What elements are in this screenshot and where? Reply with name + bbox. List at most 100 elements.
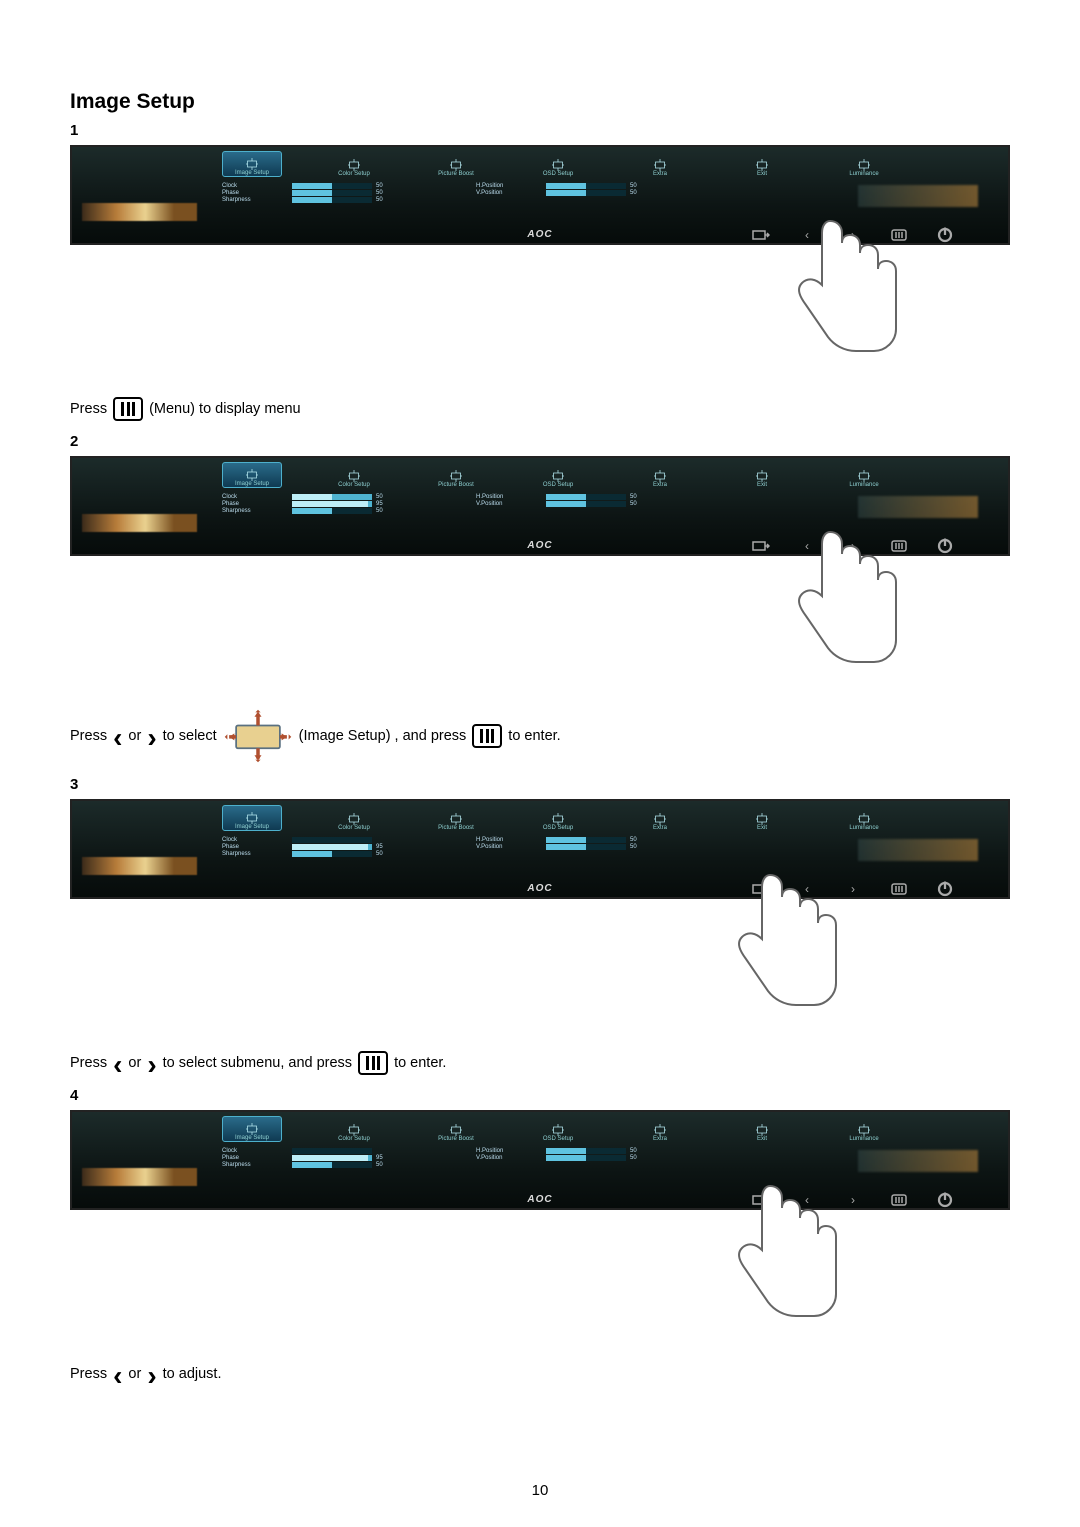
- osd-photo-reflection: [858, 839, 978, 861]
- osd-param-value: 50: [372, 197, 386, 203]
- osd-param-value: 50: [372, 190, 386, 196]
- osd-tab-label: Exit: [757, 825, 767, 831]
- tab-icon: [856, 1124, 872, 1136]
- menu-icon: [358, 1051, 388, 1075]
- caption-text: or: [128, 722, 141, 750]
- osd-tab-label: OSD Setup: [543, 482, 573, 488]
- tab-icon: [652, 159, 668, 171]
- osd-param-value: 50: [372, 494, 386, 500]
- osd-param-value: 50: [372, 183, 386, 189]
- osd-slider: [292, 1148, 372, 1154]
- osd-tab-label: Extra: [653, 171, 667, 177]
- osd-param-label: Phase: [222, 501, 292, 507]
- hand-pointer-illustration: [750, 215, 910, 365]
- osd-param-value: 50: [626, 494, 640, 500]
- osd-param-label: V.Position: [476, 501, 546, 507]
- tab-icon: [856, 470, 872, 482]
- osd-figure: Image SetupColor SetupPicture BoostOSD S…: [70, 799, 1010, 1039]
- step: 4 Image Setup Color Setup Picture Boost OSD …: [70, 1087, 1010, 1388]
- tab-icon: [448, 813, 464, 825]
- tab-icon: [550, 1124, 566, 1136]
- tab-icon: [346, 813, 362, 825]
- menu-icon: [890, 883, 908, 895]
- osd-tab: Picture Boost: [426, 805, 486, 831]
- osd-param-label: Sharpness: [222, 508, 292, 514]
- osd-tab-label: Picture Boost: [438, 482, 474, 488]
- step: 3Image SetupColor SetupPicture BoostOSD …: [70, 776, 1010, 1077]
- power-icon: [936, 540, 954, 552]
- osd-tab: Image Setup: [222, 1116, 282, 1142]
- caption-text: to enter.: [508, 722, 560, 750]
- tab-icon: [448, 1124, 464, 1136]
- power-icon: [936, 883, 954, 895]
- osd-tab-label: Color Setup: [338, 825, 370, 831]
- osd-param-value: 50: [626, 1155, 640, 1161]
- osd-tab-label: Image Setup: [235, 1135, 269, 1141]
- tab-icon: [652, 1124, 668, 1136]
- step-caption: Press (Menu) to display menu: [70, 395, 1010, 423]
- osd-tab: Extra: [630, 1116, 690, 1142]
- osd-figure: Image SetupColor SetupPicture BoostOSD S…: [70, 145, 1010, 385]
- osd-tab: Exit: [732, 805, 792, 831]
- osd-slider: [546, 844, 626, 850]
- tab-icon: [244, 469, 260, 481]
- osd-tab: Extra: [630, 462, 690, 488]
- osd-tab-label: Picture Boost: [438, 171, 474, 177]
- hand-pointer-illustration: [690, 869, 850, 1019]
- osd-param-label: Phase: [222, 844, 292, 850]
- osd-slider: [546, 1155, 626, 1161]
- osd-param-value: 50: [372, 508, 386, 514]
- osd-tab-label: Luminance: [849, 482, 878, 488]
- caption-text: to enter.: [394, 1049, 446, 1077]
- osd-tab: Picture Boost: [426, 1116, 486, 1142]
- tab-icon: [550, 813, 566, 825]
- osd-tab-label: OSD Setup: [543, 1136, 573, 1142]
- tab-icon: [754, 813, 770, 825]
- osd-param-value: 50: [626, 837, 640, 843]
- hand-pointer-illustration: [750, 526, 910, 676]
- osd-param-label: Phase: [222, 1155, 292, 1161]
- osd-tab: Luminance: [834, 805, 894, 831]
- osd-param-label: V.Position: [476, 844, 546, 850]
- osd-tab-label: Color Setup: [338, 1136, 370, 1142]
- menu-icon: [472, 724, 502, 748]
- osd-slider: [292, 844, 372, 850]
- power-icon: [936, 1194, 954, 1206]
- chevron-left-icon: ‹: [113, 724, 122, 752]
- caption-text: to select submenu, and press: [163, 1049, 352, 1077]
- osd-tab: Image Setup: [222, 805, 282, 831]
- osd-tab-label: Luminance: [849, 825, 878, 831]
- chevron-left-icon: ‹: [113, 1051, 122, 1079]
- chevron-right-icon: ›: [147, 1362, 156, 1390]
- caption-text: to select: [163, 722, 217, 750]
- osd-tab-label: Color Setup: [338, 171, 370, 177]
- osd-param-value: 50: [372, 1162, 386, 1168]
- osd-photo-reflection: [82, 1168, 197, 1186]
- tab-icon: [244, 1123, 260, 1135]
- osd-tab: OSD Setup: [528, 151, 588, 177]
- osd-slider: [292, 190, 372, 196]
- osd-tab: Picture Boost: [426, 151, 486, 177]
- caption-text: or: [128, 1360, 141, 1388]
- tab-icon: [754, 1124, 770, 1136]
- osd-tab-label: Exit: [757, 482, 767, 488]
- osd-param-label: V.Position: [476, 1155, 546, 1161]
- tab-icon: [346, 1124, 362, 1136]
- caption-text: to adjust.: [163, 1360, 222, 1388]
- osd-params: ClockH.Position50Phase95V.Position50Shar…: [222, 1148, 640, 1168]
- osd-params: Clock50H.Position50Phase95V.Position50Sh…: [222, 494, 640, 514]
- osd-param-value: 50: [626, 190, 640, 196]
- osd-param-label: Clock: [222, 183, 292, 189]
- osd-slider: [292, 1162, 372, 1168]
- tab-icon: [856, 813, 872, 825]
- step-number: 3: [70, 776, 1010, 793]
- chevron-right-icon: ›: [147, 1051, 156, 1079]
- step-number: 4: [70, 1087, 1010, 1104]
- osd-slider: [292, 851, 372, 857]
- step-caption: Press ‹ or › to select (Image Setup) , a…: [70, 706, 1010, 766]
- osd-tab-label: Color Setup: [338, 482, 370, 488]
- osd-tab-label: Extra: [653, 482, 667, 488]
- osd-tabs: Image SetupColor SetupPicture BoostOSD S…: [222, 151, 948, 179]
- step: 2Image SetupColor SetupPicture BoostOSD …: [70, 433, 1010, 766]
- osd-param-value: 95: [372, 844, 386, 850]
